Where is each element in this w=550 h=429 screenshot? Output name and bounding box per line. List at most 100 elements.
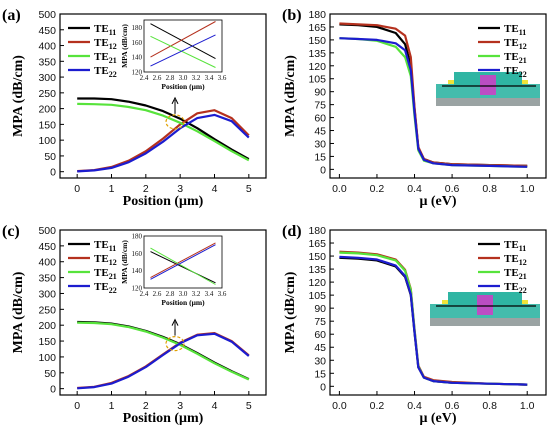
y-tick-label: 100 [38,135,56,147]
inset-x-tick-label: 2.6 [153,290,162,298]
y-tick-label: 135 [308,264,326,276]
inset-series-TE21 [150,35,216,68]
legend-text-main: TE [94,267,109,279]
y-tick-label: 60 [314,329,326,341]
legend-label-TE11: TE11 [504,239,526,253]
x-tick-label: 0.8 [482,400,497,412]
inset-y-tick-label: 120 [132,69,143,77]
panel-label: (d) [282,223,302,240]
y-tick-label: 30 [314,138,326,150]
y-tick-label: 15 [314,368,326,380]
y-tick-label: 200 [38,320,56,332]
inset-series-TE12 [150,21,216,58]
legend-text-main: TE [504,51,519,63]
inset-x-tick-label: 3.4 [205,74,214,82]
device-mode-region [480,75,496,95]
legend-label-TE12: TE12 [504,37,527,51]
y-tick-label: 30 [314,355,326,367]
y-tick-label: 300 [38,72,56,84]
inset-plot: 2.4 2.6 2.8 3.0 3.2 3.4 3.6 120 140 160 180 Positio… [120,233,227,308]
x-tick-label: 5 [246,400,252,412]
legend-text-main: TE [94,253,109,265]
device-electrode-right [522,300,528,304]
legend-text-main: TE [504,65,519,77]
inset-series-TE12 [150,242,216,279]
x-axis-label: μ (eV) [419,411,456,426]
y-tick-label: 150 [38,336,56,348]
legend-text-sub: 21 [109,56,117,65]
plot-frame [329,13,547,179]
inset-x-axis-label: Position (μm) [161,82,205,91]
y-tick-label: 75 [314,316,326,328]
inset-series-TE22 [150,34,216,67]
legend-text-main: TE [504,281,519,293]
plot-frame [329,229,547,396]
inset-y-tick-label: 120 [132,285,143,293]
legend-text-main: TE [94,239,109,251]
crossing-ellipse [165,335,185,352]
legend-label-TE21: TE21 [94,51,117,65]
y-tick-label: 450 [38,241,56,253]
y-tick-label: 90 [314,303,326,315]
y-tick-label: 105 [308,74,326,86]
legend-text-sub: 12 [109,42,117,51]
y-tick-label: 120 [308,277,326,289]
x-tick-label: 5 [246,183,252,195]
y-tick-label: 165 [308,22,326,34]
panel-label: (b) [282,7,302,24]
legend-label-TE12: TE12 [94,37,117,51]
y-tick-label: 150 [308,35,326,47]
legend-label-TE11: TE11 [504,23,526,37]
x-tick-label: 0.0 [332,183,347,195]
y-tick-label: 75 [314,100,326,112]
x-tick-label: 0.8 [482,183,497,195]
legend-text-sub: 11 [109,244,117,253]
x-axis-label: Position (μm) [123,194,204,209]
y-tick-label: 350 [38,273,56,285]
y-tick-label: 0 [320,381,326,393]
device-substrate [430,318,540,326]
x-tick-label: 0.6 [445,400,460,412]
inset-y-tick-label: 140 [132,54,143,62]
legend-text-sub: 11 [109,28,117,37]
legend-text-main: TE [94,65,109,77]
x-tick-label: 0 [74,400,80,412]
x-tick-label: 1 [109,400,115,412]
legend-text-sub: 11 [519,244,527,253]
legend-label-TE22: TE22 [504,281,527,295]
inset-plot: 2.4 2.6 2.8 3.0 3.2 3.4 3.6 120 140 160 180 Positio… [120,19,227,91]
x-axis-label: Position (μm) [123,411,204,426]
device-mode-region [477,295,493,315]
legend-label-TE21: TE21 [504,51,527,65]
x-tick-label: 4 [212,183,218,195]
legend-label-TE22: TE22 [94,281,117,295]
x-tick-label: 0.0 [332,400,347,412]
series-line-TE22 [77,113,250,173]
y-tick-label: 120 [308,61,326,73]
x-tick-label: 4 [212,400,218,412]
y-tick-label: 500 [38,9,56,21]
inset-series-TE11 [150,251,216,284]
inset-series-TE21 [150,247,216,285]
legend-text-main: TE [94,37,109,49]
plot-frame [59,13,267,179]
inset-y-tick-label: 160 [132,250,143,258]
chart-panel-2: 0 1 2 3 4 5050100150200250300350400450500Posi… [2,223,267,426]
series-line-TE21 [77,102,250,162]
panel-label: (c) [2,223,20,240]
legend-text-main: TE [94,51,109,63]
y-axis-label: MPA (dB/cm) [11,55,26,137]
legend-text-sub: 21 [519,272,527,281]
series-line-TE22 [339,255,528,386]
y-tick-label: 105 [308,290,326,302]
legend-text-sub: 12 [519,42,527,51]
x-tick-label: 1.0 [520,400,535,412]
chart-panel-1: 0.0 0.2 0.4 0.6 0.8 1.0 0153045607590105120135… [282,7,547,209]
y-tick-label: 45 [314,342,326,354]
legend-text-sub: 22 [109,70,117,79]
inset-series-TE22 [150,244,216,280]
y-tick-label: 150 [308,251,326,263]
inset-y-axis-label: MPA (dB/cm) [120,240,129,284]
inset-frame [143,19,223,73]
